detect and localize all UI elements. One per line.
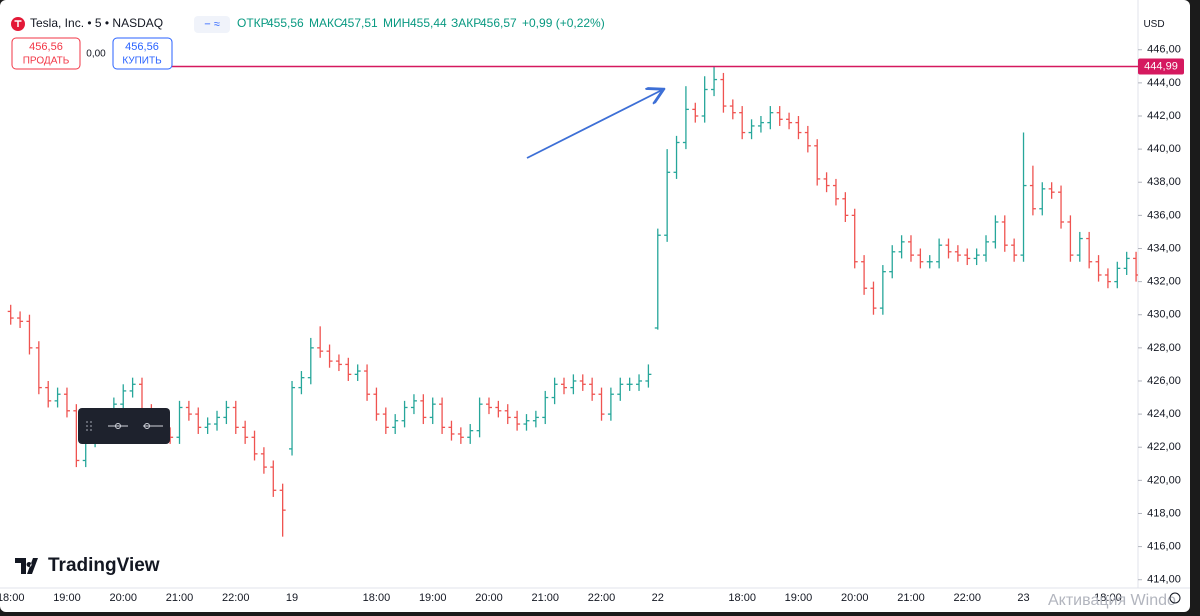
- sell-price: 456,56: [29, 41, 63, 53]
- toolbar-icons[interactable]: [108, 423, 163, 429]
- x-tick-label: 22: [652, 592, 664, 604]
- stat-value: 455,44: [410, 16, 447, 30]
- x-tick-label: 18:00: [1094, 592, 1122, 604]
- stat-label: ОТКР: [237, 16, 269, 30]
- y-tick-label: 428,00: [1147, 342, 1181, 354]
- x-tick-label: 21:00: [897, 592, 925, 604]
- x-tick-label: 18:00: [363, 592, 391, 604]
- y-tick-label: 436,00: [1147, 209, 1181, 221]
- arrow-annotation[interactable]: [526, 90, 662, 159]
- currency-button[interactable]: [1140, 14, 1170, 34]
- y-tick-label: 432,00: [1147, 276, 1181, 288]
- x-tick-label: 21:00: [166, 592, 194, 604]
- brand[interactable]: TradingView: [48, 555, 160, 576]
- stat-value: 457,51: [341, 16, 378, 30]
- y-tick-label: 440,00: [1147, 143, 1181, 155]
- y-tick-label: 430,00: [1147, 309, 1181, 321]
- spread: 0,00: [86, 49, 106, 60]
- price-label: 444,99: [1144, 60, 1178, 72]
- price-label-box: [1138, 58, 1184, 75]
- y-tick-label: 422,00: [1147, 441, 1181, 453]
- y-tick-label: 424,00: [1147, 408, 1181, 420]
- compare-icon: − ≈: [204, 18, 220, 30]
- stat-label: ЗАКР: [451, 16, 481, 30]
- x-tick-label: 18:00: [0, 592, 24, 604]
- x-tick-label: 20:00: [475, 592, 503, 604]
- x-tick-label: 22:00: [222, 592, 250, 604]
- buy-label: КУПИТЬ: [122, 56, 162, 67]
- x-tick-label: 23: [1017, 592, 1029, 604]
- symbol-logo-mark: [14, 20, 22, 27]
- stat-value: 455,56: [267, 16, 304, 30]
- brand-logo[interactable]: [15, 558, 38, 574]
- x-tick-label: 18:00: [728, 592, 756, 604]
- sell-label: ПРОДАТЬ: [23, 56, 70, 67]
- y-tick-label: 446,00: [1147, 44, 1181, 56]
- y-tick-label: 416,00: [1147, 541, 1181, 553]
- watermark: Активация Windo: [1048, 592, 1176, 609]
- compare-button[interactable]: [194, 16, 230, 33]
- x-tick-label: 22:00: [953, 592, 981, 604]
- x-tick-label: 22:00: [588, 592, 616, 604]
- stat-value: 456,57: [480, 16, 517, 30]
- y-tick-label: 414,00: [1147, 574, 1181, 586]
- stat-label: МАКС: [309, 16, 343, 30]
- buy-price: 456,56: [125, 41, 159, 53]
- symbol[interactable]: Tesla, Inc. • 5 • NASDAQ: [30, 16, 163, 30]
- x-tick-label: 20:00: [841, 592, 869, 604]
- plot-area: [7, 65, 1138, 537]
- y-tick-label: 426,00: [1147, 375, 1181, 387]
- y-tick-label: 418,00: [1147, 507, 1181, 519]
- y-tick-label: 434,00: [1147, 242, 1181, 254]
- y-tick-label: 442,00: [1147, 110, 1181, 122]
- toolbar-grip: [86, 421, 92, 431]
- x-tick-label: 19:00: [53, 592, 81, 604]
- currency: USD: [1143, 19, 1164, 30]
- x-tick-label: 20:00: [109, 592, 137, 604]
- y-tick-label: 444,00: [1147, 77, 1181, 89]
- x-tick-label: 19: [286, 592, 298, 604]
- sell-button[interactable]: [11, 37, 81, 70]
- x-tick-label: 19:00: [419, 592, 447, 604]
- y-tick-label: 420,00: [1147, 474, 1181, 486]
- stat-label: МИН: [383, 16, 410, 30]
- y-tick-label: 438,00: [1147, 176, 1181, 188]
- x-tick-label: 21:00: [531, 592, 559, 604]
- change: +0,99 (+0,22%): [522, 16, 605, 30]
- axes: 414,00 416,00 418,00 420,00 422,00 424,00 426,…: [0, 44, 1184, 604]
- buy-button[interactable]: [112, 37, 173, 70]
- x-tick-label: 19:00: [785, 592, 813, 604]
- settings-icon[interactable]: [1169, 592, 1181, 604]
